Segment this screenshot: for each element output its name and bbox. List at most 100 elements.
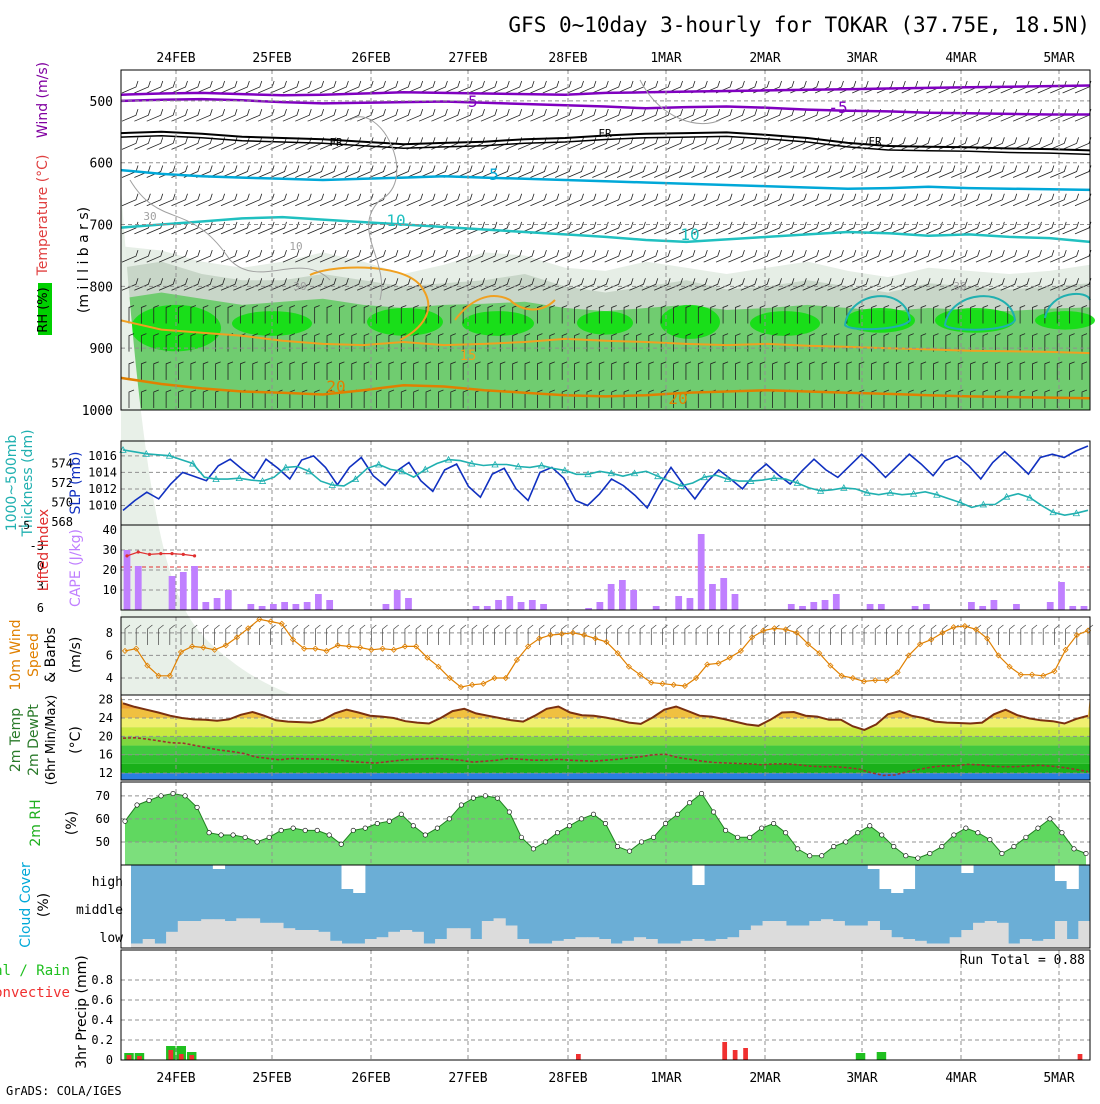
barb — [796, 333, 803, 352]
barb — [344, 221, 362, 235]
cloud-low-70 — [949, 937, 962, 948]
barb — [759, 361, 766, 380]
barb — [196, 137, 213, 150]
barb — [945, 361, 952, 380]
cloud-low-74 — [996, 922, 1009, 948]
barb — [802, 278, 820, 291]
cape-bar-24 — [393, 590, 401, 610]
barb — [121, 278, 139, 291]
isotherm-label-13: 10 — [289, 240, 302, 253]
barb — [153, 305, 159, 324]
barb — [963, 193, 980, 207]
barb — [586, 389, 593, 408]
wind-speed-point-12 — [256, 616, 263, 623]
li-point-0 — [125, 554, 129, 558]
temp-mask — [121, 695, 1090, 730]
barb — [883, 305, 890, 324]
barb — [970, 361, 976, 380]
barb — [388, 333, 395, 352]
cloud-low-62 — [856, 925, 869, 948]
ylabel-2m-rh: 2m RH — [28, 799, 44, 846]
barb — [777, 137, 795, 150]
date-label-top-4: 28FEB — [548, 51, 587, 66]
wind-barb-28 — [438, 624, 444, 645]
barb — [710, 305, 716, 324]
barb — [567, 193, 584, 207]
barb — [394, 278, 411, 291]
barb — [462, 389, 469, 408]
rh-point-0 — [122, 818, 128, 824]
barb — [790, 221, 807, 235]
barb — [493, 249, 510, 263]
wind-barb-13 — [270, 624, 276, 645]
p3-y1tick-top: -5 — [17, 519, 30, 532]
barb — [970, 305, 976, 324]
precip-conv-57 — [722, 1042, 728, 1060]
ylabel-precip: 3hr Precip (mm) — [74, 955, 90, 1068]
barb — [908, 389, 914, 408]
barb — [326, 333, 333, 352]
cape-bar-62 — [821, 600, 829, 610]
wind-barb-32 — [482, 624, 489, 645]
wind-barb-25 — [404, 624, 411, 645]
barb — [376, 305, 382, 324]
barb — [604, 221, 622, 235]
barb — [586, 333, 593, 352]
barb — [499, 305, 506, 324]
barb — [542, 80, 560, 94]
cape-bar-12 — [258, 606, 266, 610]
barb — [289, 361, 296, 380]
barb — [586, 305, 593, 324]
barb — [901, 193, 919, 207]
rh-point-16 — [314, 827, 320, 833]
cloud-low-2 — [154, 943, 167, 948]
cloud-low-38 — [575, 937, 588, 948]
barb — [938, 193, 956, 207]
ylabel-thickness-2: Thickness (dm) — [20, 429, 36, 537]
thickness-marker — [1072, 509, 1081, 517]
thickness-marker — [258, 477, 267, 484]
rh-point-7 — [206, 830, 212, 836]
barb — [487, 361, 494, 380]
thickness-marker — [1002, 492, 1011, 500]
barb — [295, 278, 312, 291]
barb — [1025, 165, 1042, 178]
rh-point-49 — [711, 809, 717, 815]
barb — [715, 193, 733, 207]
barb — [839, 165, 857, 178]
barb — [876, 278, 894, 291]
rh-point-53 — [759, 825, 765, 831]
barb — [945, 389, 952, 408]
barb — [301, 361, 308, 380]
wind-speed-point-16 — [301, 645, 308, 652]
barb — [344, 165, 362, 178]
barb — [282, 109, 300, 122]
dewpt-line — [122, 736, 1089, 777]
barb — [480, 221, 498, 235]
barb — [468, 221, 485, 235]
barb — [883, 389, 890, 408]
barb — [735, 305, 741, 324]
barb — [926, 193, 943, 207]
isotherm-label-10: 20 — [668, 389, 687, 408]
rh-point-17 — [326, 832, 332, 838]
barb — [616, 278, 634, 291]
wind-barb-9 — [225, 624, 231, 645]
li-point-4 — [170, 551, 174, 556]
barb — [567, 221, 584, 235]
li-point-1 — [136, 550, 140, 554]
barb — [1062, 80, 1079, 94]
barb — [765, 165, 782, 178]
isotherm-label-9: 20 — [326, 377, 345, 396]
barb — [604, 80, 622, 94]
rh-point-11 — [254, 839, 260, 845]
wind-speed-point-68 — [883, 677, 890, 684]
barb — [376, 333, 382, 352]
barb — [480, 165, 498, 178]
barb — [270, 165, 287, 178]
thickness-marker — [328, 481, 336, 488]
barb — [970, 389, 976, 408]
wind-barb-83 — [1054, 624, 1060, 645]
cape-bar-49 — [675, 596, 683, 610]
wind-barb-18 — [326, 624, 332, 645]
